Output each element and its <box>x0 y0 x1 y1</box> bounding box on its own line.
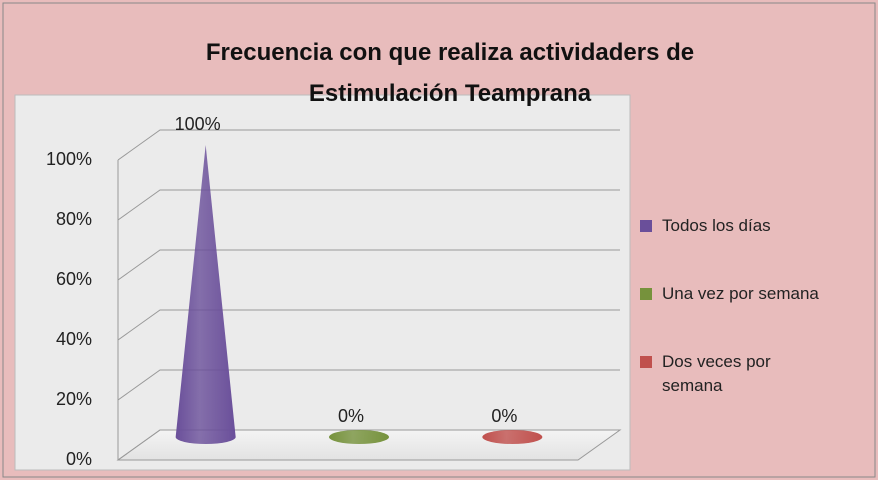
y-tick-label: 20% <box>56 389 92 409</box>
grid-line <box>117 129 620 161</box>
y-tick-label: 0% <box>66 449 92 469</box>
y-tick-label: 100% <box>46 149 92 169</box>
cone <box>175 145 236 444</box>
grid-line <box>117 369 620 401</box>
data-label: 0% <box>338 406 364 426</box>
y-tick-label: 60% <box>56 269 92 289</box>
y-tick-label: 80% <box>56 209 92 229</box>
legend-label: Una vez por semana <box>662 284 819 303</box>
legend-item: Una vez por semana <box>640 282 872 306</box>
legend-item: Todos los días <box>640 214 872 238</box>
legend-swatch <box>640 220 652 232</box>
grid-line <box>117 249 620 281</box>
grid-line <box>117 309 620 341</box>
cone <box>482 430 543 444</box>
legend-label: Todos los días <box>662 216 771 235</box>
data-label: 100% <box>175 114 221 134</box>
legend-swatch <box>640 288 652 300</box>
legend-item: Dos veces por semana <box>640 350 872 398</box>
y-tick-label: 40% <box>56 329 92 349</box>
grid-line <box>117 189 620 221</box>
data-label: 0% <box>491 406 517 426</box>
grid-line <box>117 429 620 461</box>
legend-label: Dos veces por semana <box>662 352 771 395</box>
cone <box>329 430 389 444</box>
legend-swatch <box>640 356 652 368</box>
chart-title: Frecuencia con que realiza actividaders … <box>205 39 695 107</box>
plot-area <box>14 94 631 471</box>
